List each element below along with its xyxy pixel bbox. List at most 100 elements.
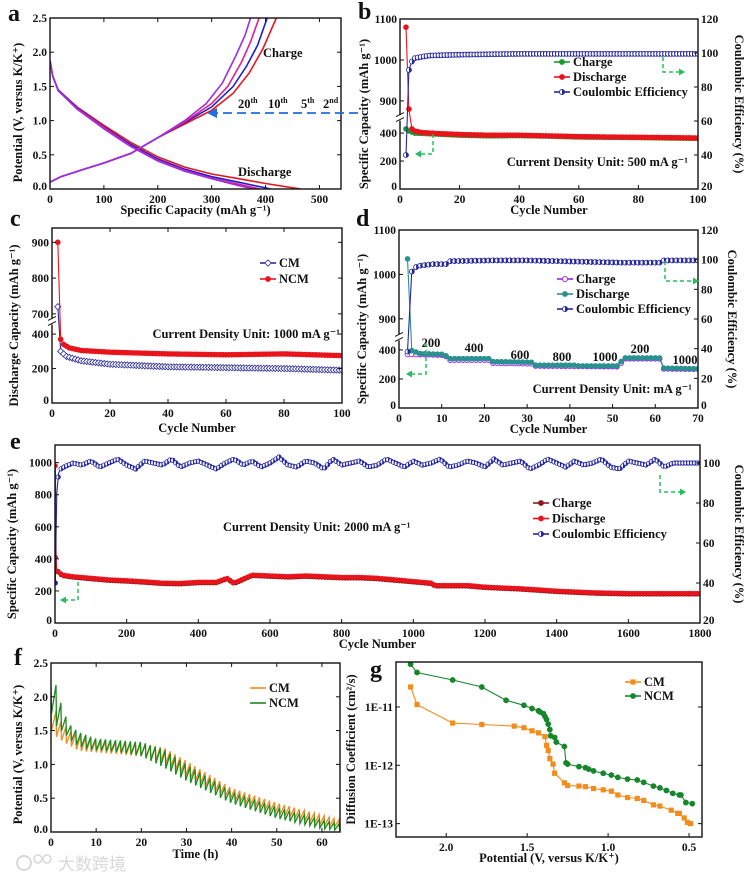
data-point bbox=[553, 739, 560, 745]
legend-label: CM bbox=[279, 256, 300, 270]
data-point bbox=[562, 305, 569, 312]
data-point bbox=[630, 679, 636, 685]
x-tick-label: 30 bbox=[521, 413, 533, 425]
y-tick-label: 0.0 bbox=[34, 824, 49, 836]
axis-indicator-arrow bbox=[409, 343, 427, 375]
series-line bbox=[50, 60, 254, 189]
data-point bbox=[681, 815, 687, 821]
series-line bbox=[410, 686, 691, 825]
y-tick-label: 900 bbox=[32, 237, 50, 249]
y-tick-label: 1E-11 bbox=[365, 702, 393, 714]
axis-break bbox=[395, 334, 403, 341]
data-point bbox=[554, 258, 560, 265]
cycle-label: 2nd bbox=[323, 96, 339, 111]
x-tick-label: 10 bbox=[436, 413, 448, 425]
x-tick-label: 20 bbox=[104, 408, 116, 420]
data-point bbox=[546, 726, 553, 733]
y-tick-label: 2.0 bbox=[33, 47, 48, 59]
data-point bbox=[541, 257, 548, 264]
data-point bbox=[582, 784, 589, 790]
series-cm bbox=[407, 684, 694, 827]
arrow-head-icon bbox=[415, 150, 421, 158]
x-tick-label: 0 bbox=[396, 413, 402, 425]
x-tick-label: 600 bbox=[261, 628, 279, 640]
data-point bbox=[55, 474, 61, 480]
y2-tick-label: 100 bbox=[701, 48, 719, 60]
data-point bbox=[614, 363, 620, 369]
data-point bbox=[408, 268, 415, 275]
data-point bbox=[538, 500, 544, 506]
sawtooth-line bbox=[51, 684, 340, 832]
x-tick-label: 500 bbox=[311, 194, 329, 206]
y-tick-label: 800 bbox=[35, 490, 53, 502]
y-tick-label: 0 bbox=[46, 615, 52, 627]
sawtooth-line bbox=[51, 703, 340, 829]
data-point bbox=[663, 787, 670, 794]
cycle-number: 20 bbox=[238, 97, 251, 111]
series-coulombic-efficiency bbox=[404, 257, 698, 355]
y-tick-label: 200 bbox=[379, 374, 397, 386]
x-tick-label: 10 bbox=[90, 837, 102, 849]
x-tick-label: 80 bbox=[278, 408, 290, 420]
series-line bbox=[50, 18, 252, 183]
x-tick-label: 0 bbox=[49, 408, 55, 420]
panel-e: e 0 200 400 600 800 1000 1200 1400 1600 1800 0 200 40… bbox=[5, 429, 744, 651]
plot-frame bbox=[54, 444, 701, 624]
y2-tick-label: 20 bbox=[701, 373, 713, 385]
x-tick-label: 40 bbox=[162, 408, 174, 420]
data-point bbox=[417, 262, 424, 269]
axis-break-mark bbox=[47, 316, 57, 321]
data-point bbox=[414, 701, 420, 708]
data-point bbox=[521, 702, 527, 709]
y-tick-label: 0.5 bbox=[34, 793, 49, 805]
x-tick-label: 20 bbox=[479, 413, 491, 425]
axis-break-mark bbox=[47, 321, 57, 326]
data-point bbox=[511, 723, 517, 729]
cycle-label: 5th bbox=[301, 96, 315, 111]
y2-tick-label: 100 bbox=[701, 255, 719, 267]
data-point bbox=[676, 810, 682, 816]
y-tick-label: 200 bbox=[380, 156, 398, 168]
plot-frame bbox=[395, 661, 703, 838]
data-point bbox=[407, 662, 414, 668]
legend-label: Discharge bbox=[573, 70, 627, 84]
data-point bbox=[498, 257, 505, 264]
data-point bbox=[478, 684, 485, 690]
panel-letter: g bbox=[370, 657, 382, 683]
y-tick-label: 200 bbox=[32, 364, 50, 376]
x-tick-label: 40 bbox=[513, 194, 525, 206]
axis-indicator-arrow bbox=[659, 475, 683, 493]
legend-item: Discharge bbox=[533, 512, 606, 526]
data-point bbox=[538, 515, 544, 522]
y2-tick-label: 60 bbox=[701, 314, 713, 326]
y-tick-label: 1000 bbox=[374, 55, 397, 67]
data-point bbox=[565, 782, 571, 789]
x-tick-label: 60 bbox=[573, 194, 585, 206]
data-point bbox=[618, 358, 624, 365]
x-axis-label: Cycle Number bbox=[339, 637, 417, 651]
legend-item: NCM bbox=[250, 696, 299, 710]
x-tick-label: 1000 bbox=[402, 628, 425, 640]
cycle-suffix: nd bbox=[329, 96, 338, 105]
y-tick-label: 1000 bbox=[29, 458, 52, 470]
arrow-head-icon bbox=[207, 108, 217, 118]
panel-letter: c bbox=[10, 206, 21, 232]
y-axis-label: Potential (V, versus K/K⁺) bbox=[11, 685, 25, 825]
cycle-number: 10 bbox=[268, 97, 281, 111]
y2-tick-label: 0 bbox=[701, 400, 707, 412]
x-tick-label: 50 bbox=[607, 413, 619, 425]
series-line bbox=[55, 557, 700, 595]
data-point bbox=[535, 730, 542, 736]
y2-tick-label: 120 bbox=[701, 225, 719, 237]
x-tick-label: 30 bbox=[181, 837, 193, 849]
y2-tick-label: 20 bbox=[703, 615, 715, 627]
data-point bbox=[576, 763, 582, 770]
y-tick-label: 0.0 bbox=[33, 181, 48, 193]
axis-break-mark bbox=[394, 331, 404, 337]
cycle-number: 5 bbox=[301, 97, 307, 111]
data-point bbox=[529, 728, 535, 734]
x-tick-label: 400 bbox=[257, 194, 275, 206]
data-point bbox=[403, 24, 409, 30]
